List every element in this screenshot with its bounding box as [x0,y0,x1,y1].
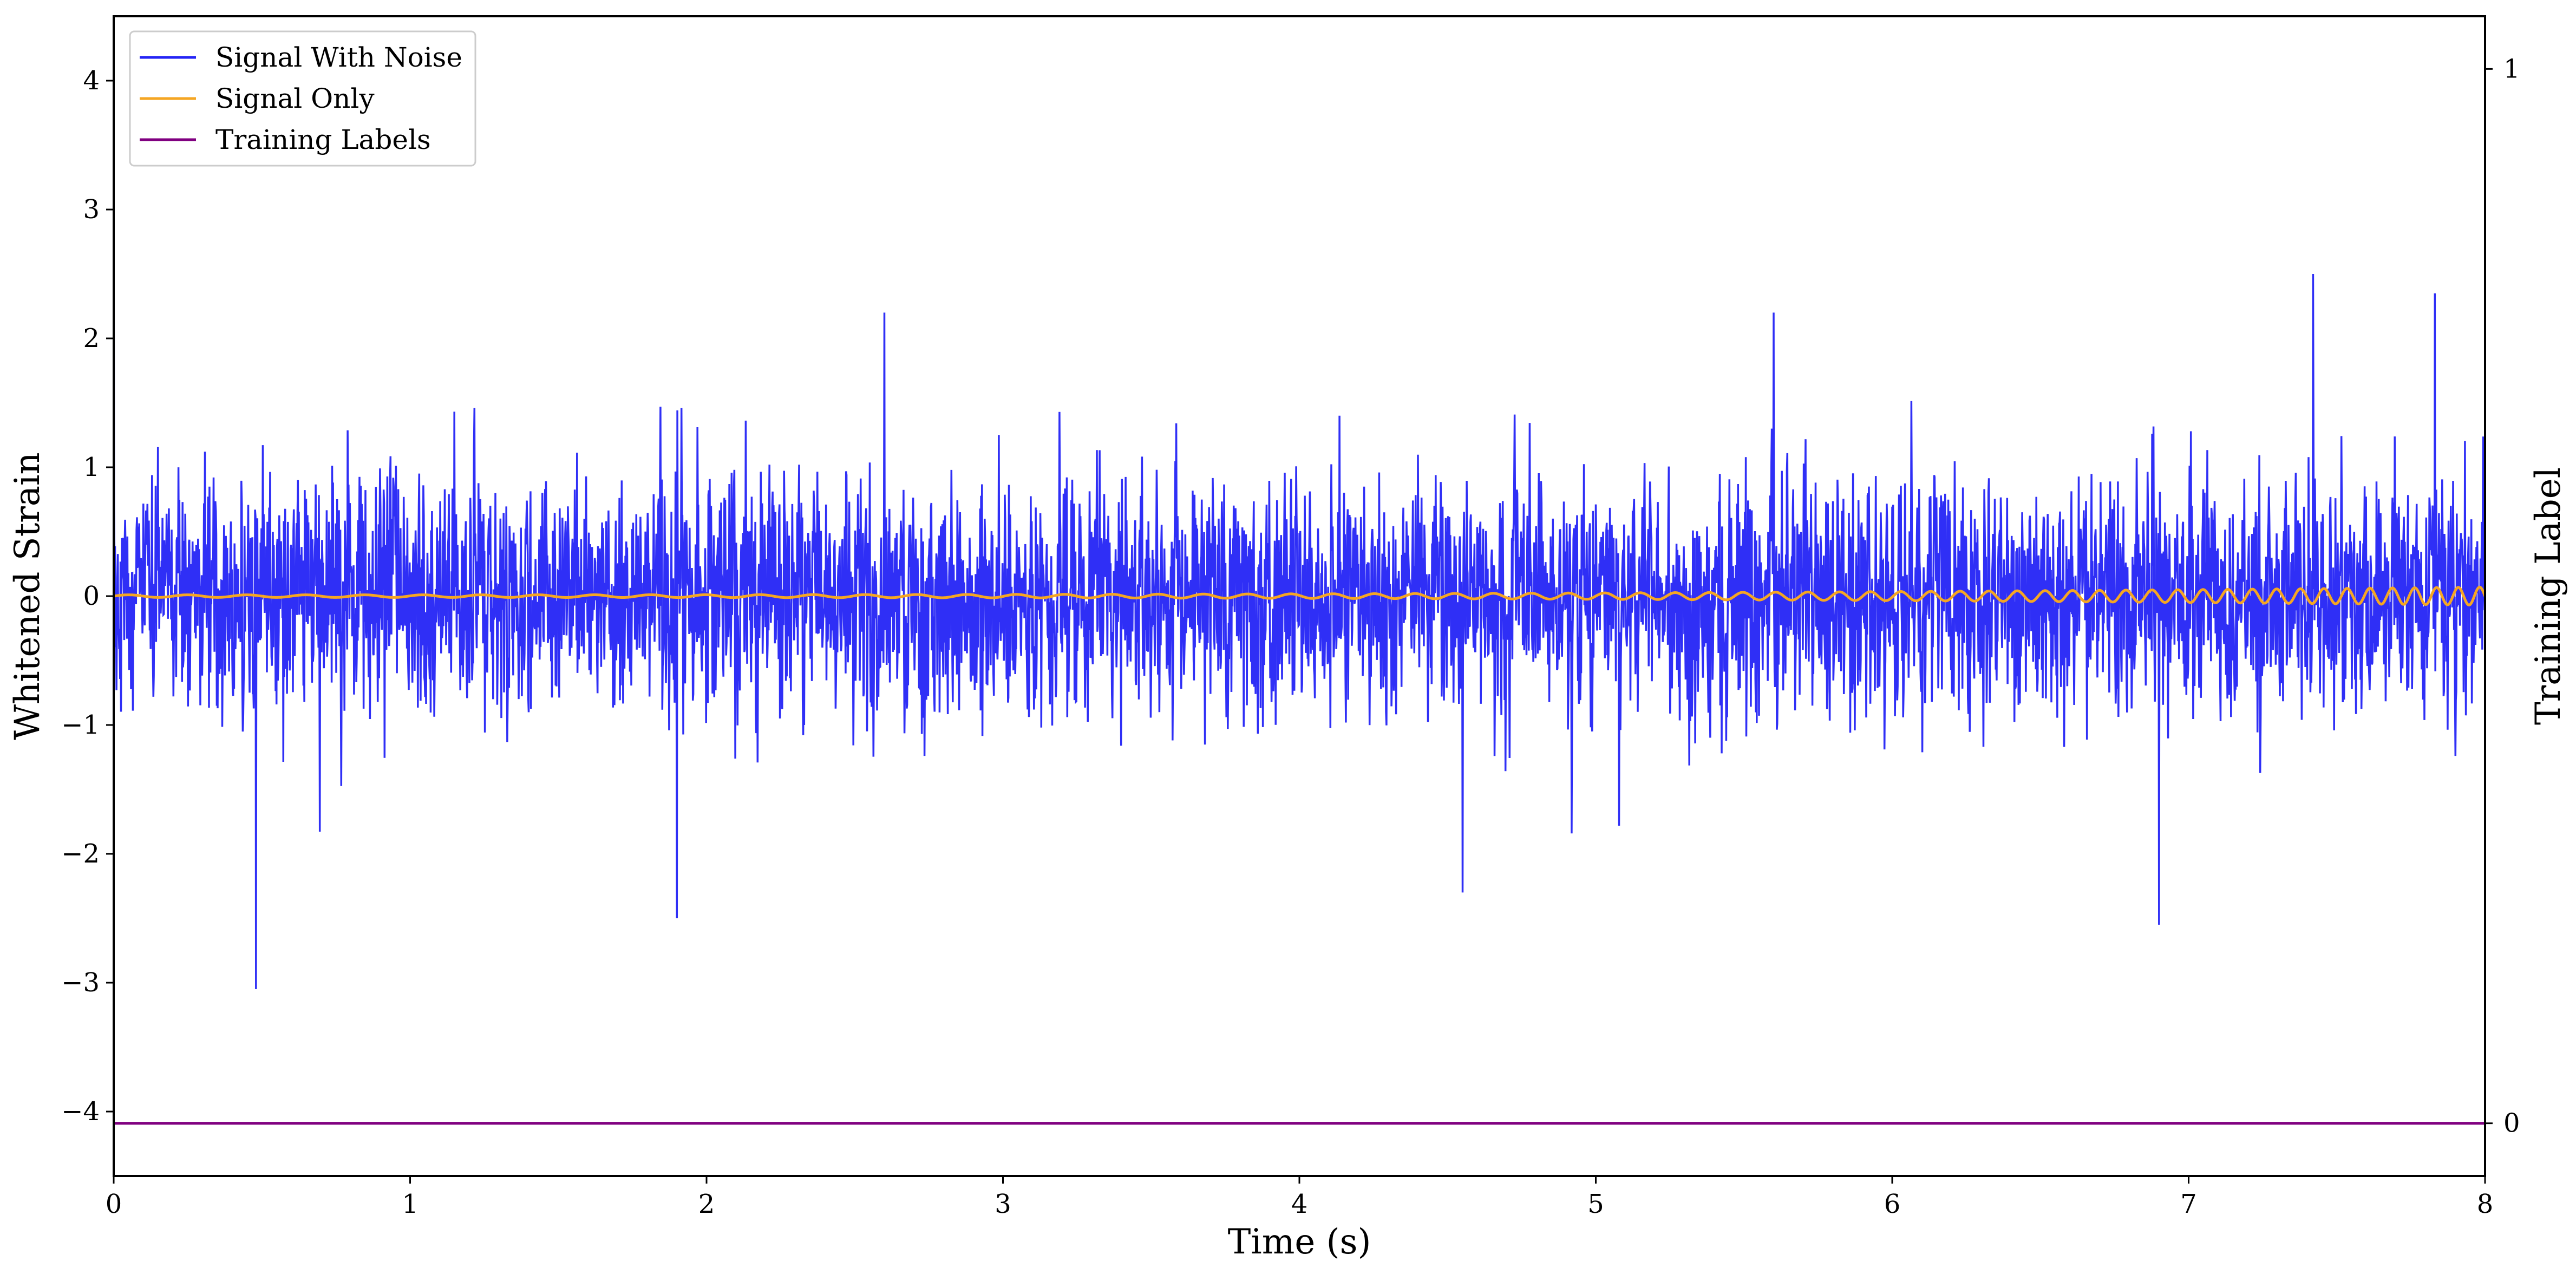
x-tick-label: 5 [1587,1189,1604,1219]
x-tick-label: 7 [2180,1189,2197,1219]
signal-with-noise-series [114,190,2485,989]
signal-with-noise-line [114,190,2485,989]
signal-only-series [114,585,2485,606]
y-axis-title: Whitened Strain [8,452,48,740]
y-tick-label: −3 [61,968,100,998]
y-axis-left: 4 3 2 1 0 −1 −2 −3 −4 [61,66,114,1127]
y-tick-label: −1 [61,710,100,740]
legend-label-signal-only: Signal Only [215,83,375,114]
x-tick-label: 0 [106,1189,122,1219]
y2-tick-label: 1 [2503,54,2520,84]
y-axis-right: 10 [2485,54,2520,1139]
x-tick-label: 3 [995,1189,1011,1219]
y-tick-label: 2 [83,323,100,354]
legend-box [129,30,476,167]
signal-only-line [114,585,2485,606]
y-tick-label: −2 [61,839,100,869]
x-axis-title: Time (s) [1228,1222,1371,1262]
y-tick-label: 1 [83,452,100,482]
legend-label-training-labels: Training Labels [215,124,431,155]
y-tick-label: −4 [61,1096,100,1127]
x-tick-label: 6 [1884,1189,1901,1219]
x-axis: 0 1 2 3 4 5 6 7 8 [106,1176,2494,1219]
legend: Signal With Noise Signal Only Training L… [129,30,476,167]
legend-label-signal-with-noise: Signal With Noise [215,42,462,73]
x-tick-label: 2 [698,1189,715,1219]
y2-axis-title: Training Label [2528,467,2568,725]
y-tick-label: 3 [83,194,100,225]
x-tick-label: 8 [2477,1189,2494,1219]
x-tick-label: 1 [402,1189,419,1219]
y-tick-label: 0 [83,581,100,611]
y2-tick-label: 0 [2503,1108,2520,1139]
y-tick-label: 4 [83,66,100,96]
x-tick-label: 4 [1291,1189,1308,1219]
